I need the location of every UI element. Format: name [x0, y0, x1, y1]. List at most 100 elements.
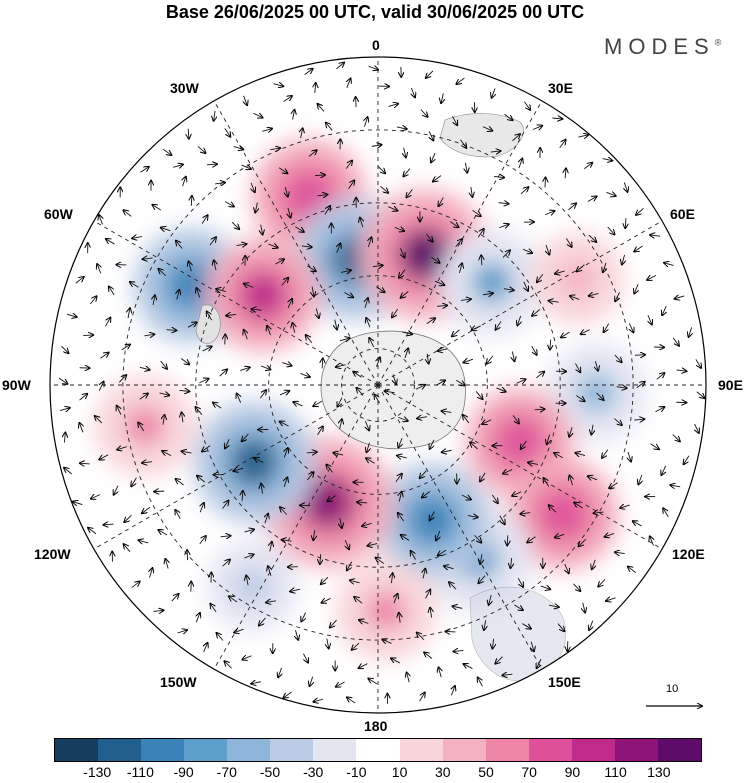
- label-lon-150w: 150W: [160, 674, 197, 690]
- wind-vector: [480, 554, 482, 564]
- wind-vector: [407, 673, 410, 683]
- wind-vector: [209, 237, 216, 246]
- colorbar-tick-label: 30: [435, 764, 451, 780]
- wind-vector: [483, 127, 492, 131]
- wind-vector: [438, 549, 447, 555]
- wind-vector: [202, 445, 211, 452]
- wind-vector: [606, 598, 616, 601]
- wind-vector: [464, 359, 474, 362]
- wind-vector: [166, 330, 176, 331]
- wind-vector: [266, 601, 277, 603]
- wind-vector: [64, 433, 65, 443]
- wind-vector: [213, 403, 222, 409]
- wind-vector: [498, 203, 509, 204]
- wind-vector: [165, 559, 168, 569]
- wind-vector: [464, 664, 473, 669]
- wind-vector: [634, 284, 638, 293]
- wind-vector: [224, 661, 232, 669]
- wind-vector: [283, 96, 292, 102]
- wind-vector: [581, 330, 590, 334]
- wind-vector: [540, 586, 550, 589]
- wind-vector: [234, 629, 244, 632]
- wind-vector: [261, 224, 263, 235]
- wind-vector: [217, 633, 224, 641]
- wind-vector: [233, 146, 244, 149]
- wind-vector: [521, 440, 527, 449]
- wind-vector: [347, 79, 351, 88]
- wind-vector: [602, 449, 609, 458]
- wind-vector: [655, 407, 665, 413]
- wind-vector: [430, 439, 434, 449]
- wind-vector: [58, 377, 67, 384]
- wind-vector: [589, 293, 599, 296]
- wind-vector: [295, 630, 298, 640]
- wind-vector: [118, 375, 126, 383]
- wind-vector: [474, 534, 482, 542]
- colorbar-segment: [571, 739, 615, 761]
- wind-vector: [292, 323, 294, 333]
- wind-vector: [494, 176, 504, 177]
- wind-vector: [242, 433, 249, 441]
- wind-vector: [397, 456, 407, 458]
- wind-vector: [236, 244, 247, 246]
- wind-vector: [132, 237, 143, 239]
- wind-vector: [576, 395, 584, 402]
- wind-vector: [441, 93, 443, 103]
- wind-vector: [504, 113, 512, 120]
- wind-vector: [537, 273, 544, 282]
- colorbar-segment: [313, 739, 357, 761]
- wind-vector: [396, 127, 407, 129]
- wind-vector: [261, 484, 262, 494]
- wind-vector: [512, 351, 514, 361]
- wind-vector: [158, 530, 168, 536]
- wind-vector: [222, 560, 230, 567]
- wind-vector: [399, 269, 406, 278]
- wind-vector: [321, 598, 331, 602]
- wind-vector: [259, 390, 266, 399]
- wind-vector: [411, 551, 416, 560]
- wind-vector: [284, 448, 287, 458]
- colorbar-segment: [141, 739, 185, 761]
- wind-vector: [162, 451, 172, 457]
- wind-vector: [430, 511, 435, 521]
- wind-vector: [60, 408, 70, 411]
- wind-vector: [434, 281, 444, 285]
- colorbar-ticks: -130 -110 -90 -70 -50 -30 -10 10 30 50 70 90 110 130: [54, 764, 702, 782]
- wind-vector: [171, 594, 179, 602]
- wind-vector: [516, 379, 525, 383]
- colorbar-segment: [442, 739, 486, 761]
- wind-vector: [512, 134, 520, 142]
- wind-vector: [452, 329, 460, 337]
- wind-vector: [595, 360, 598, 371]
- wind-vector: [159, 269, 167, 277]
- meridian-line: [213, 384, 379, 670]
- wind-vector: [237, 394, 241, 403]
- wind-vector: [103, 524, 114, 525]
- wind-vector: [433, 175, 442, 182]
- wind-vector: [583, 602, 585, 613]
- wind-vector: [406, 189, 413, 197]
- wind-vector: [310, 676, 313, 686]
- wind-vector: [278, 167, 287, 174]
- colorbar-tick-label: -130: [83, 764, 112, 780]
- wind-vector: [321, 576, 329, 584]
- wind-vector: [152, 205, 162, 211]
- colorbar-tick-label: -30: [303, 764, 324, 780]
- wind-vector: [598, 578, 606, 586]
- label-lon-30w: 30W: [170, 80, 199, 96]
- wind-vector: [650, 443, 659, 449]
- wind-vector: [609, 482, 618, 488]
- wind-vector: [495, 321, 502, 329]
- wind-vector: [153, 610, 163, 611]
- wind-vector: [536, 372, 544, 379]
- wind-vector: [477, 229, 484, 238]
- wind-vector: [66, 314, 77, 317]
- africa-tip-landmass: [439, 113, 524, 158]
- wind-vector: [197, 146, 205, 153]
- wind-vector: [313, 530, 314, 540]
- wind-vector: [225, 439, 229, 448]
- reference-vector-label: 10: [666, 683, 679, 695]
- wind-vector: [268, 566, 271, 576]
- wind-vector: [336, 681, 345, 687]
- wind-vector: [442, 450, 452, 452]
